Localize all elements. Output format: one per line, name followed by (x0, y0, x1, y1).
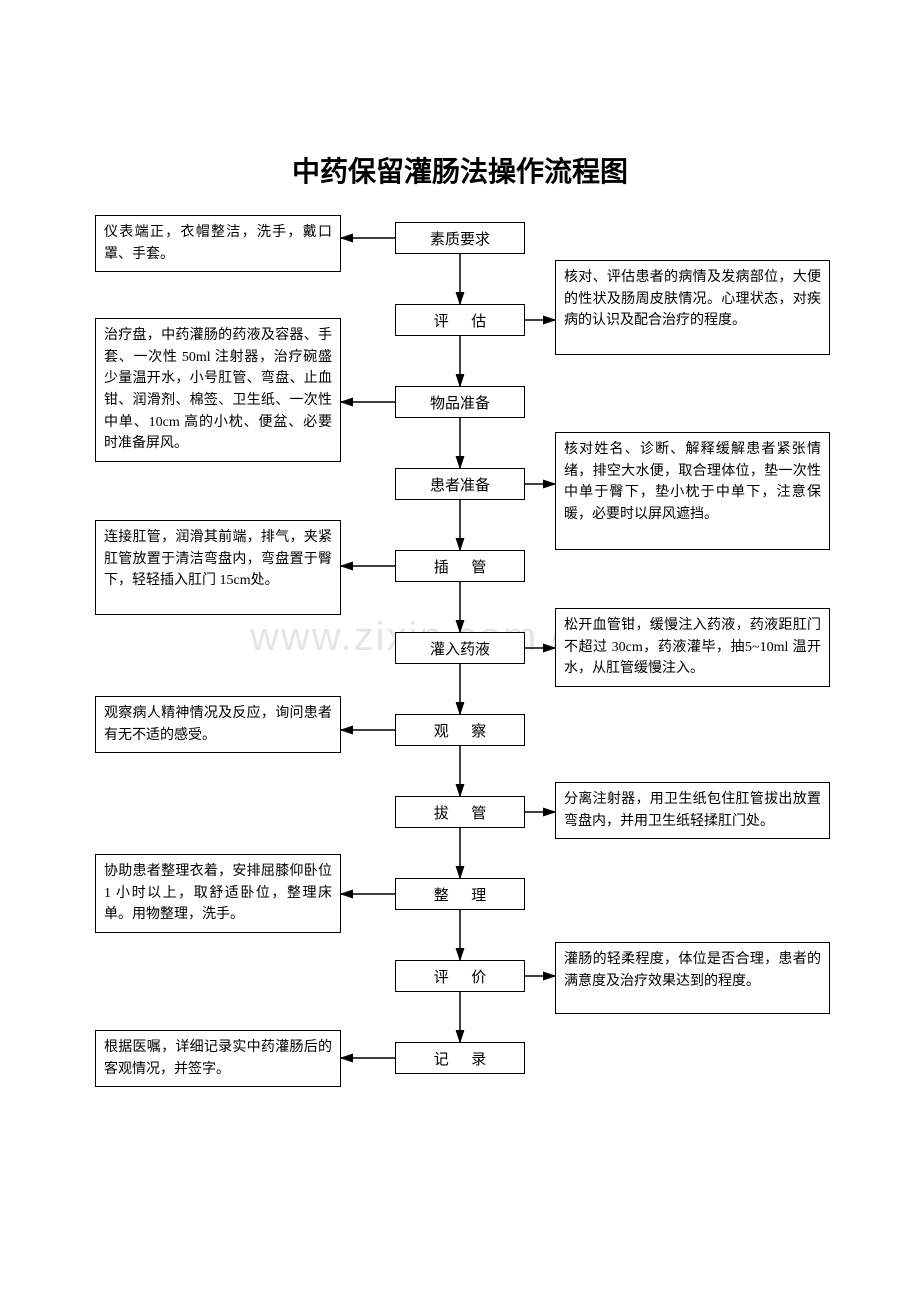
connectors (0, 0, 920, 1302)
